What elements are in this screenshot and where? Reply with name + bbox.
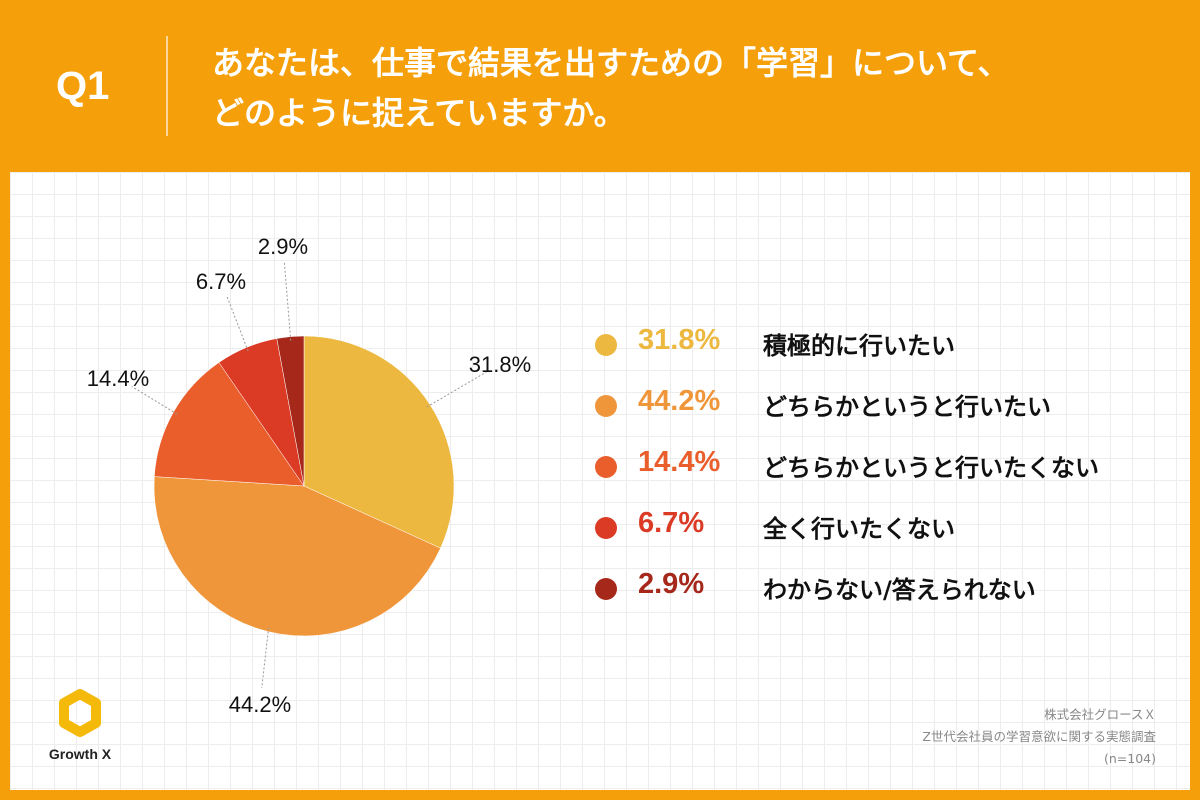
question-label: Q1 <box>56 64 110 108</box>
pie-slice <box>153 476 441 637</box>
leader-line <box>226 295 249 352</box>
source-sample: (n=104) <box>1103 751 1156 766</box>
header-divider <box>166 36 168 136</box>
pie-data-label: 14.4% <box>87 366 149 391</box>
legend-percent: 44.2% <box>638 385 721 417</box>
legend-label: どちらかというと行いたい <box>763 393 1051 421</box>
leader-line <box>426 371 487 408</box>
legend-percent: 6.7% <box>638 507 705 539</box>
pie-data-label: 6.7% <box>196 269 246 294</box>
pie-data-label: 31.8% <box>469 352 531 377</box>
legend-label: わからない/答えられない <box>763 576 1036 604</box>
source-survey: Z世代会社員の学習意欲に関する実態調査 <box>922 729 1156 744</box>
legend-swatch <box>595 334 617 356</box>
legend-label: 全く行いたくない <box>763 515 955 543</box>
legend-swatch <box>595 517 617 539</box>
leader-line <box>261 627 270 689</box>
legend-swatch <box>595 395 617 417</box>
legend-percent: 2.9% <box>638 568 705 600</box>
chart-card: 31.8% 44.2% 14.4% 6.7% 2.9% 31.8% 積極的に行いたい 44.… <box>10 172 1190 790</box>
legend-swatch <box>595 578 617 600</box>
legend-percent: 31.8% <box>638 324 721 356</box>
legend-label: 積極的に行いたい <box>763 332 955 360</box>
pie-data-label: 2.9% <box>258 234 308 259</box>
leader-line <box>283 261 292 341</box>
leader-line <box>131 385 178 415</box>
logo-name: Growth X <box>48 746 112 762</box>
pie-slice <box>154 362 305 487</box>
source-company: 株式会社グロースＸ <box>1044 707 1156 722</box>
pie-chart: 31.8% 44.2% 14.4% 6.7% 2.9% <box>87 234 531 717</box>
question-title: あなたは、仕事で結果を出すための「学習」について、 どのように捉えていますか。 <box>212 38 1112 138</box>
source-note: 株式会社グロースＸ Z世代会社員の学習意欲に関する実態調査 (n=104) <box>922 704 1156 770</box>
header-banner: Q1 あなたは、仕事で結果を出すための「学習」について、 どのように捉えています… <box>0 0 1200 172</box>
legend-swatch <box>595 456 617 478</box>
legend-percent: 14.4% <box>638 446 721 478</box>
hexagon-ring-logo-icon <box>59 689 101 737</box>
pie-data-label: 44.2% <box>229 692 291 717</box>
growthx-logo: Growth X <box>40 688 120 768</box>
legend-label: どちらかというと行いたくない <box>763 454 1099 482</box>
question-title-line2: どのように捉えていますか。 <box>212 94 626 132</box>
pie-slice <box>303 335 455 549</box>
question-title-line1: あなたは、仕事で結果を出すための「学習」について、 <box>212 44 1010 82</box>
pie-slice <box>276 335 305 487</box>
